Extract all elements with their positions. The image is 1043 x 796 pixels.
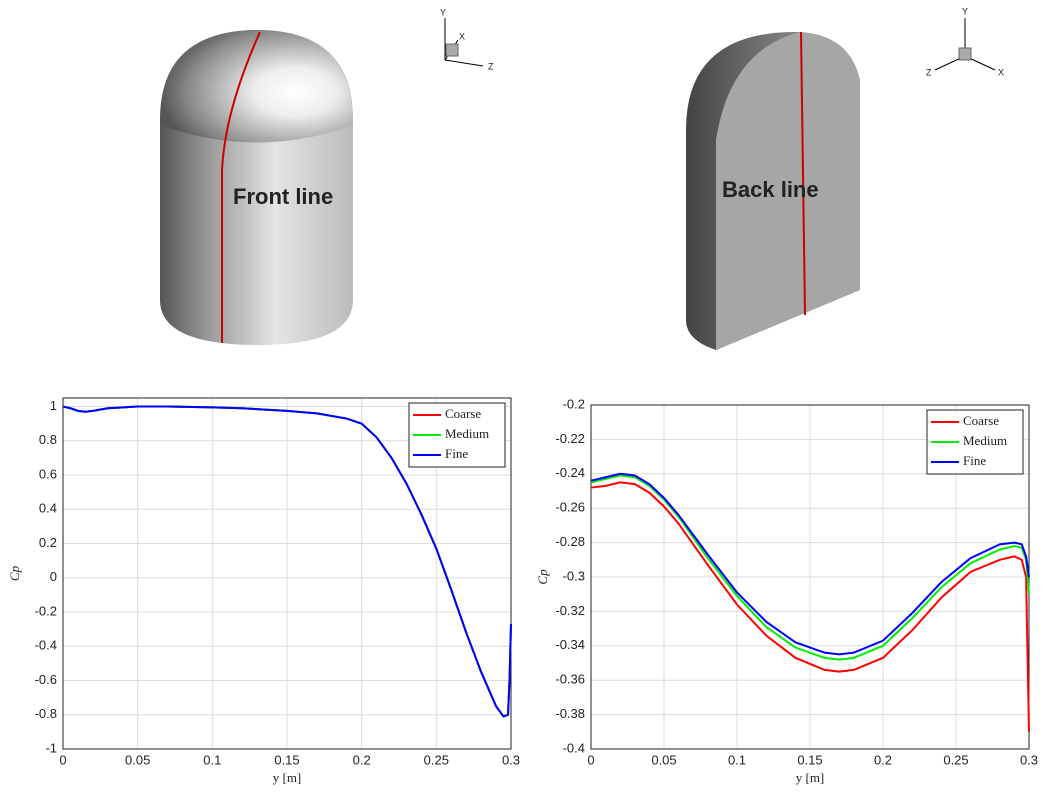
y-tick-label: -0.22 (555, 431, 585, 446)
y-tick-label: 0.2 (39, 535, 57, 550)
x-tick-label: 0.05 (651, 752, 676, 767)
x-tick-label: 0.3 (1020, 752, 1038, 767)
y-tick-label: -0.4 (35, 638, 57, 653)
render-label: Back line (722, 177, 819, 202)
legend-label: Coarse (445, 406, 481, 421)
y-tick-label: -0.4 (563, 740, 585, 755)
back-render: Back line Y X Z (686, 6, 1004, 350)
y-tick-label: 0.8 (39, 432, 57, 447)
x-tick-label: 0.15 (797, 752, 822, 767)
axis-label: Y (440, 7, 446, 17)
y-tick-label: -0.3 (563, 568, 585, 583)
axis-label: X (459, 31, 465, 41)
axis-label: X (998, 67, 1004, 77)
y-tick-label: -0.38 (555, 706, 585, 721)
legend-label: Medium (963, 433, 1007, 448)
x-tick-label: 0.25 (424, 752, 449, 767)
figure: Front line Y X Z Back line Y X Z 0 0.05 0.… (0, 0, 1043, 796)
x-tick-label: 0.1 (203, 752, 221, 767)
legend-label: Medium (445, 426, 489, 441)
y-tick-label: -0.6 (35, 672, 57, 687)
legend-label: Coarse (963, 413, 999, 428)
y-tick-label: -0.8 (35, 706, 57, 721)
x-axis-label: y [m] (273, 770, 302, 785)
y-axis-label: Cp (7, 565, 22, 581)
y-tick-label: -0.2 (563, 396, 585, 411)
y-tick-label: -0.2 (35, 603, 57, 618)
x-tick-label: 0 (59, 752, 66, 767)
x-tick-label: 0.3 (502, 752, 520, 767)
x-axis-label: y [m] (796, 770, 825, 785)
axis-label: Y (962, 6, 968, 16)
x-tick-label: 0.15 (274, 752, 299, 767)
x-tick-label: 0.05 (125, 752, 150, 767)
y-tick-label: -0.28 (555, 534, 585, 549)
y-tick-label: -0.26 (555, 500, 585, 515)
axis-label: Z (488, 61, 494, 71)
legend-label: Fine (963, 453, 986, 468)
y-tick-label: -0.24 (555, 465, 585, 480)
x-tick-label: 0.1 (728, 752, 746, 767)
y-tick-label: 1 (50, 398, 57, 413)
y-tick-label: -1 (45, 740, 57, 755)
legend-label: Fine (445, 446, 468, 461)
y-tick-label: 0.4 (39, 501, 57, 516)
page: {"renders":[{"label":"Front line","axes"… (0, 0, 1043, 796)
y-tick-label: 0.6 (39, 466, 57, 481)
y-tick-label: -0.32 (555, 603, 585, 618)
front-render: Front line Y X Z (160, 7, 494, 345)
x-tick-label: 0 (587, 752, 594, 767)
y-tick-label: 0 (50, 569, 57, 584)
x-tick-label: 0.2 (874, 752, 892, 767)
x-tick-label: 0.25 (943, 752, 968, 767)
y-tick-label: -0.36 (555, 672, 585, 687)
y-tick-label: -0.34 (555, 637, 585, 652)
axis-label: Z (926, 67, 932, 77)
x-tick-label: 0.2 (353, 752, 371, 767)
render-label: Front line (233, 184, 333, 209)
y-axis-label: Cp (535, 569, 550, 585)
